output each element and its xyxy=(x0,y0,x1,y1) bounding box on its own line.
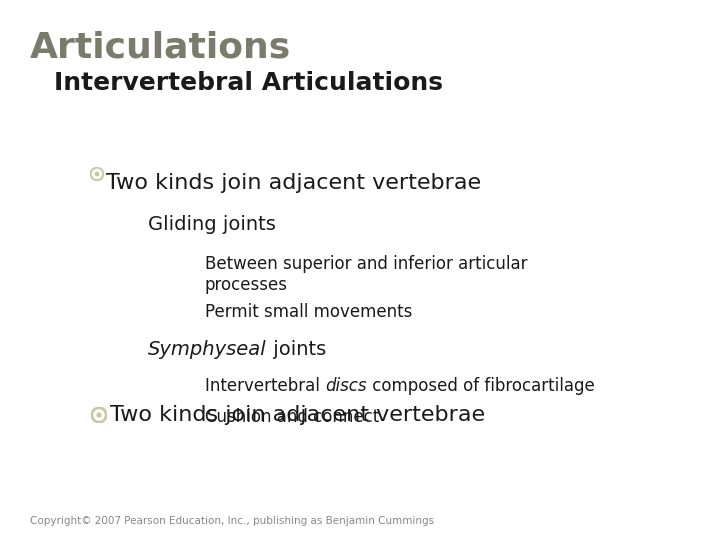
Text: Cushion and connect: Cushion and connect xyxy=(205,408,379,426)
Text: Permit small movements: Permit small movements xyxy=(205,303,413,321)
Text: Two kinds join adjacent vertebrae: Two kinds join adjacent vertebrae xyxy=(110,405,485,425)
Text: composed of fibrocartilage: composed of fibrocartilage xyxy=(366,377,595,395)
Text: Intervertebral: Intervertebral xyxy=(205,377,325,395)
Circle shape xyxy=(92,408,107,422)
Text: Two kinds join adjacent vertebrae: Two kinds join adjacent vertebrae xyxy=(106,173,481,193)
Text: Articulations: Articulations xyxy=(30,30,292,64)
Text: Symphyseal: Symphyseal xyxy=(148,340,266,359)
Text: Copyright© 2007 Pearson Education, Inc., publishing as Benjamin Cummings: Copyright© 2007 Pearson Education, Inc.,… xyxy=(30,516,434,526)
Text: Intervertebral Articulations: Intervertebral Articulations xyxy=(54,71,443,94)
Circle shape xyxy=(97,413,101,417)
Text: Between superior and inferior articular
processes: Between superior and inferior articular … xyxy=(205,255,528,294)
Circle shape xyxy=(91,168,103,180)
Text: discs: discs xyxy=(325,377,366,395)
Text: Gliding joints: Gliding joints xyxy=(148,215,276,234)
Text: joints: joints xyxy=(266,340,326,359)
Circle shape xyxy=(95,172,99,176)
